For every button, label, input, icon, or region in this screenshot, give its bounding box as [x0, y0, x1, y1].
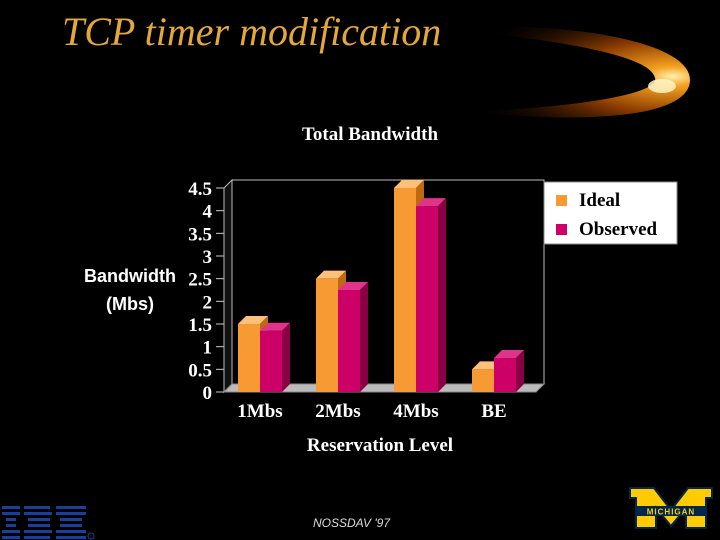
y-axis-ticks: 00.511.522.533.544.5	[188, 179, 224, 404]
x-axis-label: Reservation Level	[307, 435, 453, 456]
ibm-logo	[2, 506, 95, 540]
x-tick-label: BE	[481, 401, 506, 422]
plot-left-wall	[223, 178, 233, 394]
legend-label-ideal: Ideal	[579, 190, 620, 211]
slide-title: TCP timer modification	[62, 9, 442, 54]
bar-observed-2mbs	[338, 282, 368, 392]
michigan-logo-wordmark: MICHIGAN	[647, 508, 695, 517]
x-tick-label: 1Mbs	[237, 401, 282, 422]
y-tick-label: 3.5	[188, 224, 212, 245]
bar-observed-4mbs	[416, 198, 446, 392]
x-tick-label: 2Mbs	[315, 401, 360, 422]
x-axis-labels: 1Mbs 2Mbs 4Mbs BE	[237, 401, 506, 422]
y-tick-label: 1.5	[188, 315, 212, 336]
michigan-logo: MICHIGAN	[629, 487, 713, 529]
y-tick-label: 4.5	[188, 179, 212, 200]
legend-swatch-observed	[556, 224, 567, 235]
legend: Ideal Observed	[543, 181, 678, 245]
x-tick-label: 4Mbs	[393, 401, 438, 422]
y-axis-label-line1: Bandwidth	[84, 266, 176, 286]
legend-swatch-ideal	[556, 195, 567, 206]
bar-observed-be	[494, 350, 524, 392]
y-tick-label: 2	[203, 292, 213, 313]
y-tick-label: 0.5	[188, 360, 212, 381]
footer-text: NOSSDAV '97	[313, 516, 390, 530]
chart-title: Total Bandwidth	[302, 124, 438, 145]
y-tick-label: 3	[203, 247, 213, 268]
y-tick-label: 4	[203, 202, 213, 223]
y-tick-label: 1	[203, 338, 213, 359]
bar-observed-1mbs	[260, 322, 290, 392]
legend-label-observed: Observed	[579, 219, 658, 240]
y-tick-label: 0	[203, 383, 213, 404]
bar-marks	[238, 180, 524, 392]
y-tick-label: 2.5	[188, 270, 212, 291]
y-axis-label-line2: (Mbs)	[106, 294, 154, 314]
